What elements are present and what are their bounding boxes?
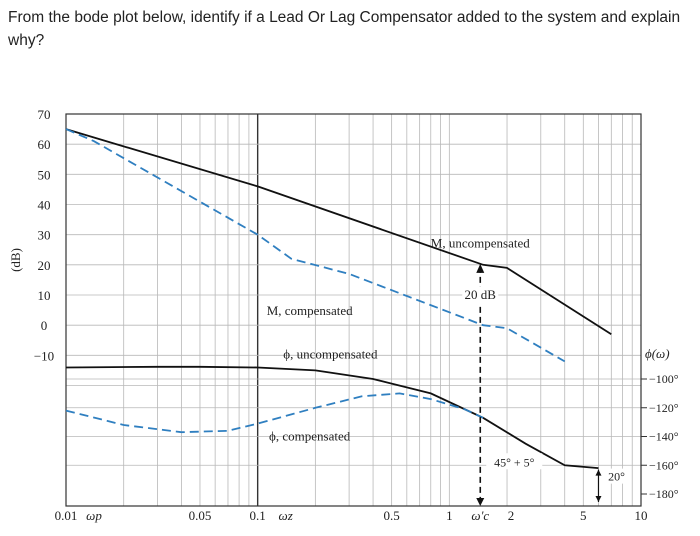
label-backdrop	[462, 287, 499, 303]
y2-tick-label: −160°	[649, 458, 679, 472]
y-tick-label: −10	[34, 348, 54, 363]
y2-tick-label: −140°	[649, 430, 679, 444]
y2-tick-label: −180°	[649, 487, 679, 501]
y-tick-label: 20	[38, 258, 51, 273]
arrow-head	[595, 469, 602, 476]
x-tick-label: 0.5	[384, 508, 400, 523]
series-label: ϕ, uncompensated	[283, 346, 378, 361]
x-tick-label: 0.1	[250, 508, 266, 523]
series-line	[65, 128, 612, 335]
omega-marker-label: ω'c	[471, 508, 489, 523]
y-tick-label: 10	[38, 288, 51, 303]
x-tick-label: 0.05	[189, 508, 212, 523]
gain-shift-label: 20 dB	[465, 287, 497, 302]
plot-frame	[65, 113, 642, 507]
y2-axis-label: ϕ(ω)	[645, 346, 670, 361]
y2-tick-label: −100°	[649, 372, 679, 386]
x-tick-label: 0.01	[55, 508, 78, 523]
series-line	[65, 392, 484, 434]
label-backdrop	[604, 468, 629, 484]
y-tick-label: 0	[41, 318, 48, 333]
y-axis-label: (dB)	[8, 248, 23, 272]
arrow-head	[476, 263, 485, 273]
y2-tick-label: −120°	[649, 401, 679, 415]
question-text: From the bode plot below, identify if a …	[8, 9, 681, 49]
series-line	[65, 128, 566, 363]
series-label: M, uncompensated	[431, 235, 530, 250]
arrow-head	[595, 496, 602, 502]
series-label: M, compensated	[267, 303, 353, 318]
x-tick-label: 10	[635, 508, 648, 523]
y-tick-label: 50	[38, 167, 51, 182]
x-marker-label: 2	[508, 508, 515, 523]
x-tick-label: 1	[446, 508, 453, 523]
omega-marker-label: ωp	[86, 508, 102, 523]
phase-extra-label: 20°	[608, 470, 625, 484]
series-label: ϕ, compensated	[269, 429, 351, 444]
omega-marker-label: ωz	[279, 508, 293, 523]
y-tick-label: 40	[38, 198, 51, 213]
phase-margin-label: 45° + 5°	[494, 455, 535, 469]
y-tick-label: 60	[38, 137, 51, 152]
label-backdrop	[486, 453, 543, 470]
y-tick-label: 30	[38, 228, 51, 243]
y-tick-label: 70	[38, 107, 51, 122]
x-tick-label: 5	[580, 508, 587, 523]
arrow-head	[476, 498, 485, 506]
series-line	[65, 365, 599, 469]
